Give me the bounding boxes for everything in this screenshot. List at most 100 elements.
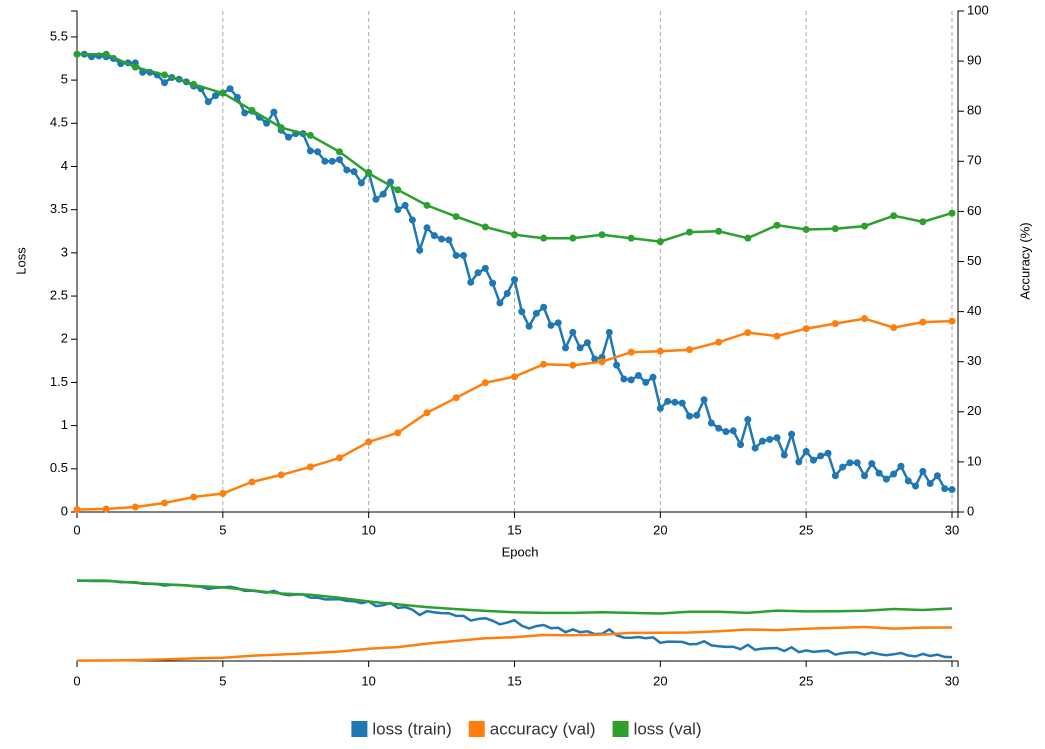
legend-swatch[interactable]	[351, 721, 368, 737]
x-tick-label: 20	[653, 522, 667, 537]
point	[634, 372, 642, 380]
y-tick-label: 2	[61, 331, 68, 346]
point	[817, 452, 825, 460]
point	[241, 109, 249, 117]
overview-x-axis	[76, 660, 959, 667]
overview-line	[77, 579, 953, 659]
x-axis-label: Epoch	[502, 544, 539, 559]
point	[306, 131, 314, 139]
point	[693, 411, 701, 419]
y-tick-label: 4.5	[50, 115, 68, 130]
point	[737, 441, 745, 449]
point	[890, 324, 898, 332]
point	[496, 299, 504, 307]
point	[933, 472, 941, 480]
point	[788, 430, 796, 438]
point	[511, 373, 518, 381]
point	[467, 278, 475, 286]
point	[861, 472, 868, 480]
point	[671, 398, 679, 406]
y-tick-label: 4	[61, 158, 68, 173]
point	[722, 428, 730, 436]
point	[656, 347, 664, 355]
x-tick-label: 30	[945, 522, 959, 537]
point	[336, 454, 343, 462]
point	[284, 133, 292, 141]
y2-tick-label: 90	[967, 53, 981, 68]
point	[686, 412, 693, 420]
point	[569, 328, 577, 336]
point	[452, 394, 460, 402]
point	[248, 106, 256, 114]
point	[102, 505, 110, 513]
point	[365, 169, 373, 177]
point	[686, 346, 693, 354]
point	[744, 234, 752, 242]
point	[919, 218, 927, 226]
y-axis	[71, 10, 78, 513]
point	[839, 463, 847, 471]
y2-tick-label: 100	[967, 2, 989, 17]
point	[715, 338, 723, 346]
point	[773, 332, 781, 340]
point	[780, 451, 788, 459]
y-tick-label: 5	[61, 72, 68, 87]
x-tick-label: 15	[507, 522, 521, 537]
point	[846, 459, 854, 467]
point	[518, 308, 526, 316]
point	[948, 486, 956, 494]
overview-x-tick-label: 0	[73, 673, 80, 688]
point	[831, 472, 839, 480]
point	[204, 98, 212, 106]
y2-tick-label: 0	[967, 503, 974, 518]
legend-label[interactable]: accuracy (val)	[490, 719, 596, 738]
point	[715, 424, 723, 432]
point	[627, 234, 635, 242]
point	[861, 315, 868, 323]
point	[904, 477, 912, 485]
point	[664, 397, 672, 405]
point	[525, 322, 533, 330]
point	[948, 209, 956, 217]
point	[73, 50, 81, 58]
point	[620, 375, 628, 383]
point	[656, 404, 664, 412]
y2-tick-label: 20	[967, 403, 981, 418]
legend-swatch[interactable]	[612, 721, 629, 737]
point	[445, 236, 453, 244]
point	[474, 269, 482, 277]
y2-tick-label: 10	[967, 453, 981, 468]
overview-x-tick-label: 5	[219, 673, 226, 688]
point	[912, 482, 920, 490]
x-tick-label: 0	[73, 522, 80, 537]
point	[751, 444, 759, 452]
point	[613, 361, 621, 369]
y-tick-label: 1	[61, 417, 68, 432]
point	[394, 206, 402, 214]
point	[452, 251, 460, 259]
point	[511, 276, 518, 284]
point	[649, 373, 657, 381]
legend-swatch[interactable]	[468, 721, 485, 737]
y-tick-label: 2.5	[50, 287, 68, 302]
x-tick-label: 25	[799, 522, 813, 537]
point	[263, 119, 271, 127]
point	[357, 179, 365, 187]
point	[678, 399, 686, 407]
point	[336, 148, 343, 156]
point	[861, 222, 868, 230]
point	[314, 148, 322, 156]
point	[598, 358, 606, 366]
y-tick-label: 1.5	[50, 374, 68, 389]
point	[598, 231, 606, 239]
point	[729, 427, 737, 435]
y-axis-label: Loss	[13, 247, 28, 275]
point	[489, 279, 497, 287]
point	[131, 63, 139, 71]
point	[511, 231, 518, 239]
legend-label[interactable]: loss (val)	[634, 719, 702, 738]
legend-label[interactable]: loss (train)	[372, 719, 451, 738]
point	[401, 201, 409, 209]
point	[715, 227, 723, 235]
point	[744, 329, 752, 337]
